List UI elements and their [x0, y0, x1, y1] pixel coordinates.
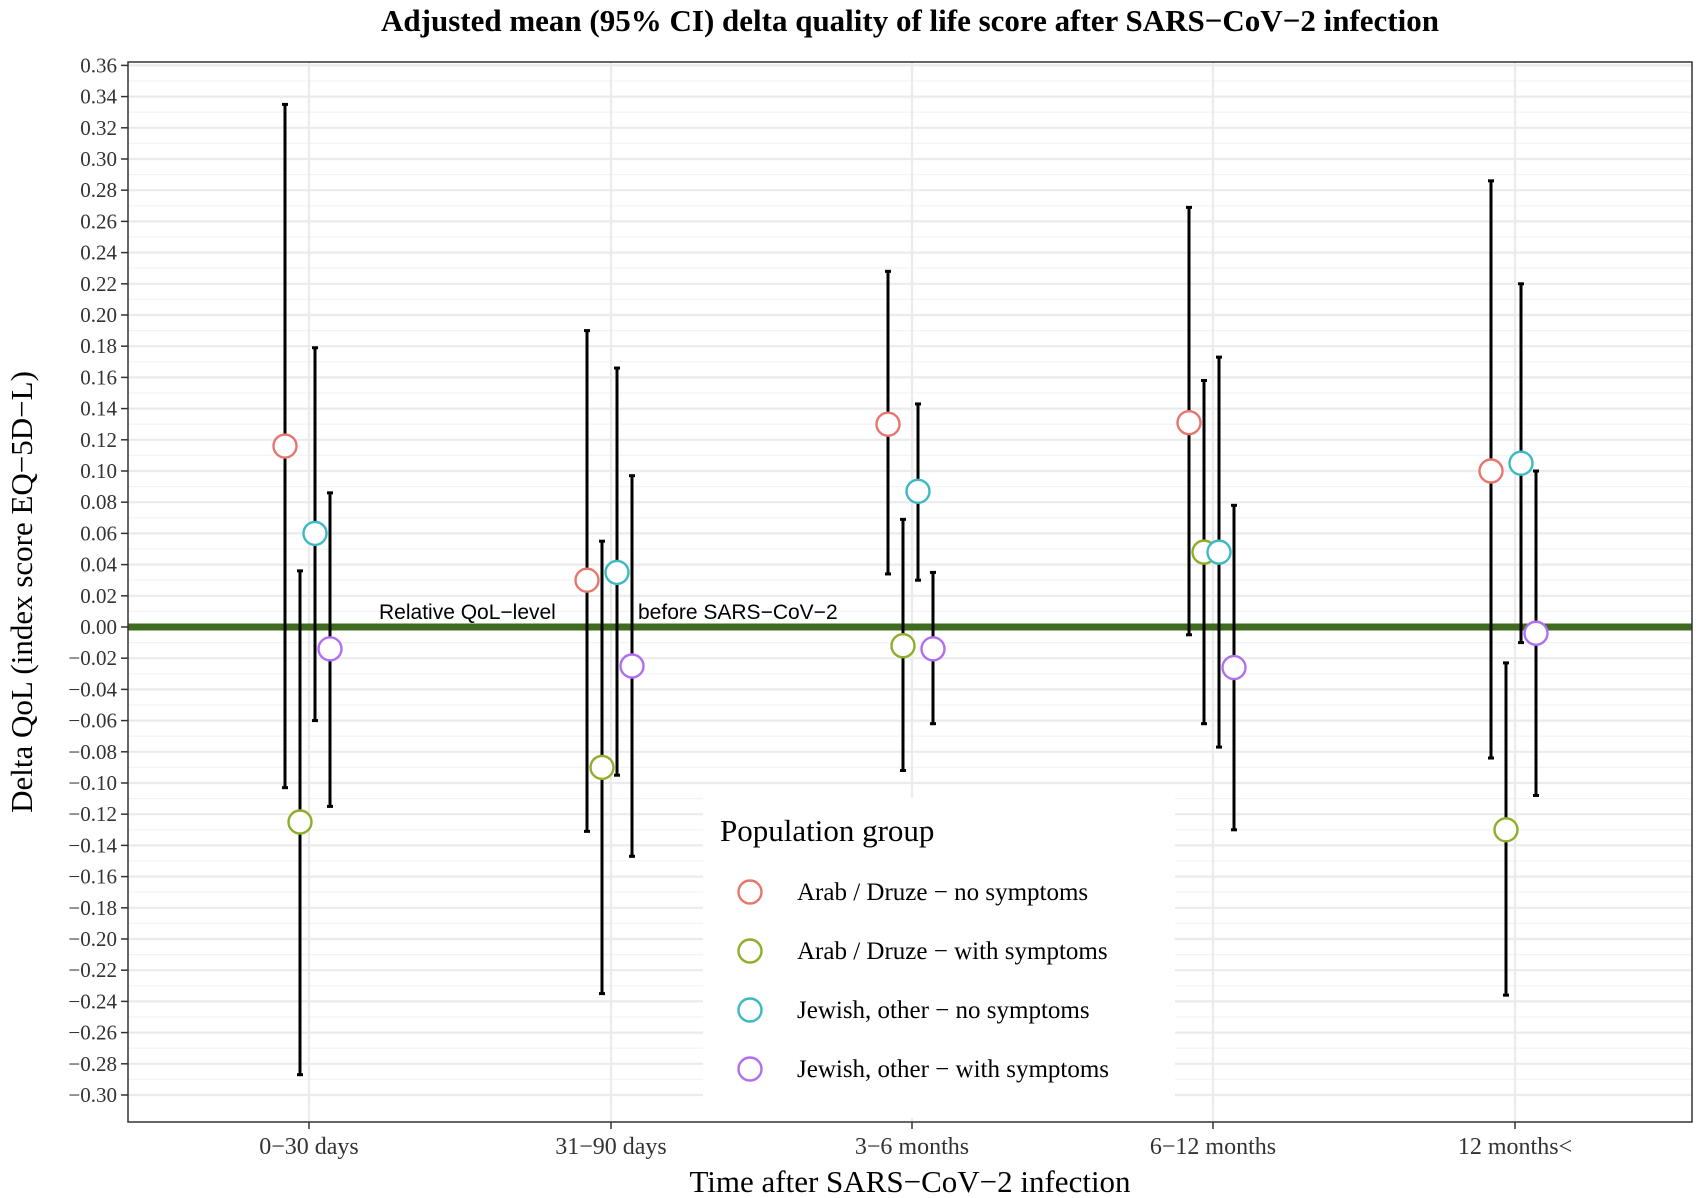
y-tick-label: 0.30: [80, 147, 117, 171]
y-tick-label: −0.28: [68, 1052, 117, 1076]
major-gridlines: [128, 64, 1692, 1097]
legend-key: [737, 1056, 763, 1082]
legend-label: Jewish, other − with symptoms: [797, 1056, 1109, 1083]
y-tick-label: 0.14: [80, 397, 117, 421]
y-tick-label: 0.24: [80, 241, 117, 265]
x-tick-label: 3−6 months: [855, 1134, 969, 1160]
y-tick-label: 0.36: [80, 53, 117, 77]
x-axis-label: Time after SARS−CoV−2 infection: [689, 1164, 1131, 1198]
chart-title: Adjusted mean (95% CI) delta quality of …: [381, 3, 1439, 38]
x-tick-label: 12 months<: [1458, 1134, 1572, 1160]
y-tick-label: 0.10: [80, 459, 117, 483]
legend-label: Jewish, other − no symptoms: [797, 997, 1090, 1024]
y-tick-label: 0.06: [80, 521, 117, 545]
data-point: [574, 567, 600, 593]
x-tick-label: 31−90 days: [555, 1134, 667, 1160]
y-tick-label: 0.08: [80, 490, 117, 514]
data-point: [1478, 458, 1504, 484]
data-point: [1493, 817, 1519, 843]
y-tick-label: −0.22: [68, 958, 117, 982]
y-tick-label: 0.32: [80, 116, 117, 140]
data-point: [604, 559, 630, 586]
legend-key: [737, 879, 763, 905]
data-point: [875, 411, 901, 437]
data-point: [589, 754, 615, 781]
data-point: [905, 478, 931, 504]
legend-title: Population group: [720, 813, 934, 848]
y-tick-label: 0.34: [80, 85, 117, 109]
data-points: [272, 409, 1549, 843]
y-tick-label: −0.02: [68, 646, 117, 670]
y-tick-label: −0.10: [68, 771, 117, 795]
data-point: [619, 653, 645, 679]
y-tick-label: 0.20: [80, 303, 117, 327]
legend-key: [737, 938, 763, 964]
legend-label: Arab / Druze − no symptoms: [797, 879, 1088, 906]
y-tick-label: 0.02: [80, 584, 117, 608]
reference-label-left: Relative QoL−level: [379, 601, 556, 624]
y-tick-label: −0.24: [68, 989, 117, 1013]
data-point: [1523, 620, 1549, 646]
minor-gridlines: [128, 80, 1692, 1081]
y-tick-label: −0.08: [68, 740, 117, 764]
data-point: [920, 636, 946, 662]
y-tick-label: −0.26: [68, 1021, 117, 1045]
x-axis-ticks: 0−30 days 31−90 days 3−6 months 6−12 months…: [259, 1122, 1572, 1160]
y-tick-label: −0.04: [68, 677, 117, 701]
y-tick-label: −0.12: [68, 802, 117, 826]
legend-label: Arab / Druze − with symptoms: [797, 938, 1108, 965]
y-tick-label: 0.12: [80, 428, 117, 452]
y-axis-ticks: 0.36 0.34 0.32 0.30 0.28 0.26 0.24 0.22 0.20 0.18…: [68, 53, 128, 1107]
y-tick-label: −0.14: [68, 833, 117, 857]
y-tick-label: 0.18: [80, 334, 117, 358]
data-point: [287, 809, 313, 835]
y-tick-label: −0.30: [68, 1083, 117, 1107]
data-point: [317, 636, 343, 662]
legend: Population group Arab / Druze − no sympt…: [703, 798, 1175, 1118]
y-tick-label: −0.06: [68, 709, 117, 733]
data-point: [302, 520, 328, 547]
y-tick-label: 0.04: [80, 553, 117, 577]
vertical-gridlines: [307, 62, 1517, 1122]
y-tick-label: 0.26: [80, 209, 117, 233]
y-tick-label: −0.20: [68, 927, 117, 951]
data-point: [890, 633, 916, 659]
y-axis-label: Delta QoL (index score EQ−5D−L): [4, 371, 39, 813]
data-point: [1508, 450, 1534, 476]
y-tick-label: 0.16: [80, 365, 117, 389]
y-tick-label: −0.18: [68, 896, 117, 920]
legend-key: [737, 997, 763, 1023]
reference-label-right: before SARS−CoV−2: [638, 601, 838, 624]
plot-border: [127, 61, 1693, 1123]
y-tick-label: −0.16: [68, 865, 117, 889]
y-tick-label: 0.28: [80, 178, 117, 202]
data-point: [1221, 654, 1247, 681]
data-point: [1176, 409, 1202, 436]
legend-background: [703, 798, 1175, 1118]
data-point: [272, 433, 298, 459]
x-tick-label: 6−12 months: [1150, 1134, 1276, 1160]
y-tick-label: 0.00: [80, 615, 117, 639]
x-tick-label: 0−30 days: [259, 1134, 359, 1160]
y-tick-label: 0.22: [80, 272, 117, 296]
data-point: [1206, 539, 1232, 565]
